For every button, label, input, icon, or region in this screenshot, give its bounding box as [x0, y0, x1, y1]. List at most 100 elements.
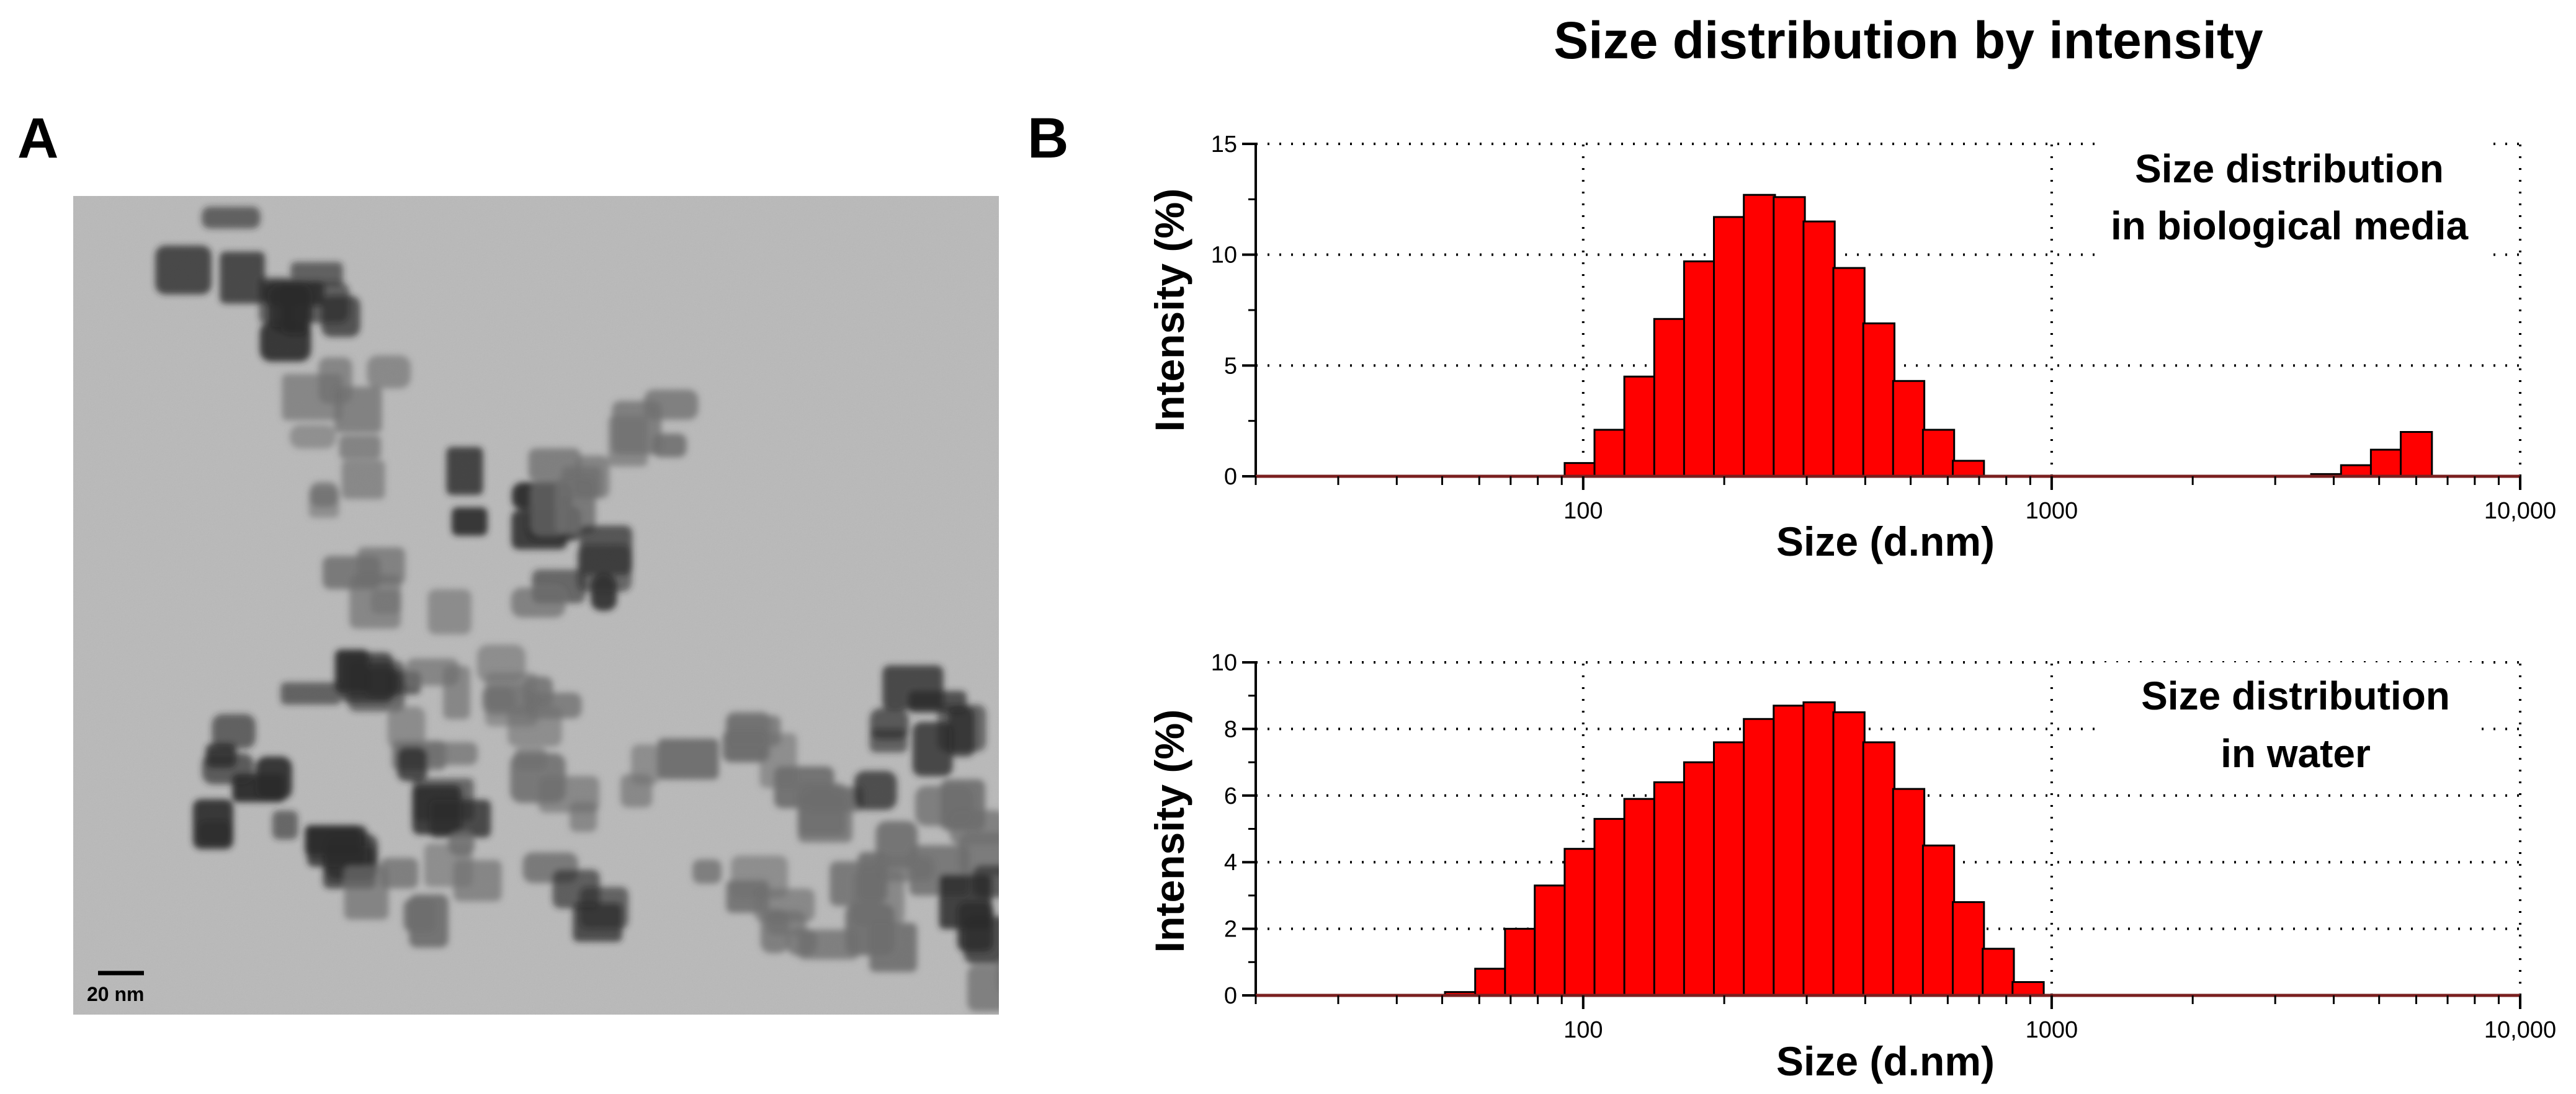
- chart-grid: [1256, 661, 2521, 995]
- x-tick-label: 100: [1563, 498, 1603, 524]
- nanoparticle: [357, 547, 405, 585]
- bar: [1593, 817, 1627, 997]
- bar: [1773, 705, 1806, 997]
- y-tick-label: 10: [1211, 650, 1237, 676]
- y-axis-label: Intensity (%): [1147, 709, 1192, 953]
- bar: [1563, 462, 1597, 478]
- y-axis-label: Intensity (%): [1147, 189, 1192, 432]
- bar: [1683, 761, 1717, 997]
- nanoparticle: [280, 682, 341, 705]
- x-tick-label: 1000: [2026, 498, 2078, 524]
- nanoparticle: [397, 747, 427, 781]
- tick-labels: 0 2 4 6 8 10 100 1000 10,000: [1211, 650, 2556, 1043]
- nanoparticle: [310, 482, 338, 507]
- bar: [1892, 380, 1926, 478]
- tem-micrograph: [73, 196, 999, 1015]
- nanoparticle: [579, 525, 633, 576]
- nanoparticle: [344, 866, 389, 920]
- bar: [1921, 844, 1956, 997]
- nanoparticle: [305, 825, 362, 856]
- nanoparticle: [852, 870, 905, 925]
- x-tick-label: 1000: [2026, 1017, 2078, 1043]
- nanoparticle: [996, 961, 999, 991]
- bar: [1623, 798, 1657, 997]
- bar: [1802, 701, 1836, 997]
- nanoparticle: [212, 714, 256, 749]
- nanoparticle: [870, 708, 909, 740]
- nanoparticle: [511, 587, 566, 618]
- nanoparticle: [155, 245, 212, 295]
- nanoparticle: [631, 744, 660, 785]
- nanoparticle: [508, 706, 562, 747]
- nanoparticle: [348, 660, 405, 712]
- y-tick-label: 5: [1224, 353, 1237, 379]
- nanoparticle: [409, 894, 449, 948]
- nanoparticle: [380, 858, 418, 889]
- nanoparticle: [530, 481, 566, 536]
- panel-b: B Size distribution by intensity 0 5 10 15 1…: [1027, 11, 2556, 1084]
- x-axis-label: Size (d.nm): [1776, 1038, 1995, 1084]
- bar-series: [1444, 701, 2045, 997]
- bar: [1653, 318, 1687, 478]
- bar: [1683, 260, 1717, 478]
- nanoparticle: [808, 786, 864, 812]
- nanoparticle: [570, 801, 597, 832]
- chart-water: 0 2 4 6 8 10 100 1000 10,000 Size (d.nm) Intensi…: [1147, 650, 2556, 1084]
- bar: [1653, 781, 1687, 997]
- nanoparticle: [202, 207, 261, 229]
- bar: [1773, 196, 1806, 478]
- y-tick-label: 4: [1224, 850, 1237, 876]
- nanoparticle: [453, 860, 502, 902]
- bar: [1563, 848, 1597, 997]
- nanoparticle: [367, 355, 411, 389]
- bar: [1921, 429, 1956, 478]
- chart-axes: [1242, 661, 2521, 1009]
- bar: [1862, 741, 1895, 997]
- bar: [1743, 193, 1776, 478]
- nanoparticle: [726, 711, 771, 762]
- x-tick-label: 10,000: [2484, 1017, 2556, 1043]
- nanoparticle: [514, 747, 547, 771]
- nanoparticle: [259, 321, 311, 362]
- nanoparticle: [573, 903, 622, 942]
- y-tick-label: 10: [1211, 242, 1237, 269]
- nanoparticle: [443, 665, 470, 719]
- nanoparticle: [948, 706, 975, 757]
- nanoparticle: [875, 820, 918, 868]
- bar: [1743, 718, 1776, 997]
- nanoparticle: [427, 589, 472, 634]
- nanoparticle: [321, 295, 360, 337]
- bar: [1832, 711, 1866, 997]
- nanoparticle: [290, 424, 336, 449]
- bar: [1593, 429, 1627, 478]
- bar: [1982, 948, 2015, 997]
- nanoparticle: [692, 859, 722, 884]
- annotation-line-1: Size distribution: [2135, 146, 2444, 191]
- nanoparticle: [552, 869, 600, 909]
- nanoparticle: [760, 909, 789, 953]
- nanoparticle: [941, 779, 985, 831]
- nanoparticle-cluster: [155, 207, 999, 1012]
- bar: [1952, 460, 1985, 478]
- scale-bar-label: 20 nm: [87, 983, 144, 1005]
- bar: [1534, 884, 1567, 997]
- nanoparticle: [657, 738, 719, 780]
- chart-axes: [1242, 143, 2521, 490]
- x-tick-label: 10,000: [2484, 498, 2556, 524]
- chart-title: Size distribution by intensity: [1554, 11, 2263, 69]
- bar: [1862, 322, 1895, 478]
- y-tick-label: 0: [1224, 983, 1237, 1009]
- x-tick-label: 100: [1563, 1017, 1603, 1043]
- chart-biological-media: 0 5 10 15 100 1000 10,000 Size (d.nm) Intensit…: [1147, 131, 2556, 564]
- nanoparticle: [446, 447, 483, 496]
- nanoparticle: [528, 448, 581, 481]
- y-tick-label: 8: [1224, 716, 1237, 742]
- chart-grid: [1256, 143, 2521, 476]
- bar: [1623, 375, 1657, 478]
- nanoparticle: [232, 773, 285, 803]
- bar: [2400, 431, 2433, 478]
- bar: [2340, 464, 2374, 478]
- nanoparticle: [854, 771, 897, 810]
- panel-b-letter: B: [1027, 107, 1068, 170]
- panel-a-letter: A: [17, 107, 58, 170]
